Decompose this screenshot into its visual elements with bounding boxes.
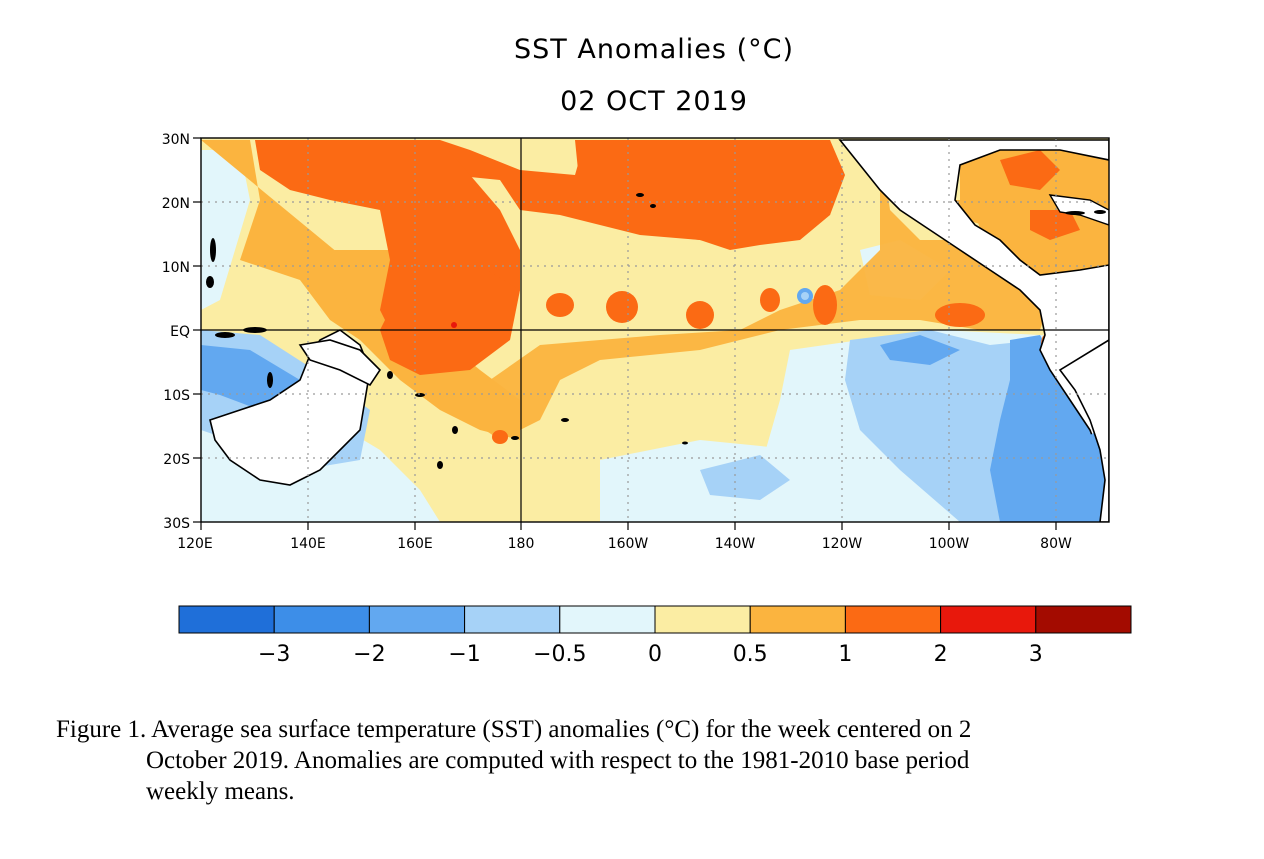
lat-tick-label: 10N <box>162 260 190 276</box>
figure-caption: Figure 1. Average sea surface temperatur… <box>56 714 1236 807</box>
colorbar: −3 −2 −1 −0.5 0 0.5 1 2 3 <box>178 605 1132 667</box>
colorbar-label: 3 <box>1029 642 1043 667</box>
colorbar-label: −1 <box>448 642 480 667</box>
colorbar-label: −2 <box>353 642 385 667</box>
caption-line: October 2019. Anomalies are computed wit… <box>146 747 970 774</box>
lon-tick-label: 100W <box>929 536 970 552</box>
colorbar-swatch <box>559 605 656 634</box>
lat-tick-label: 10S <box>163 388 190 404</box>
lon-tick-label: 120W <box>822 536 863 552</box>
colorbar-swatch <box>940 605 1037 634</box>
lon-tick-label: 160E <box>397 536 433 552</box>
lon-tick-label: 80W <box>1040 536 1072 552</box>
lat-tick-label: 30N <box>162 132 190 148</box>
caption-line: weekly means. <box>146 778 295 805</box>
lon-tick-label: 140E <box>290 536 326 552</box>
colorbar-swatch <box>749 605 846 634</box>
colorbar-label: 0 <box>648 642 662 667</box>
colorbar-swatch <box>178 605 275 634</box>
colorbar-label: 1 <box>838 642 852 667</box>
caption-line: Figure 1. Average sea surface temperatur… <box>56 716 972 743</box>
sst-anomaly-map: 30N 20N 10N EQ 10S 20S 30S 120E 140E 160… <box>162 132 1132 667</box>
lon-tick-label: 140W <box>715 536 756 552</box>
colorbar-swatch <box>1035 605 1132 634</box>
lon-tick-label: 120E <box>177 536 213 552</box>
map-grid <box>201 138 1109 522</box>
lat-tick-label: 30S <box>163 516 190 532</box>
colorbar-label: −3 <box>258 642 290 667</box>
lon-tick-label: 180 <box>508 536 535 552</box>
lat-tick-label: 20N <box>162 196 190 212</box>
lat-tick-label: 20S <box>163 452 190 468</box>
colorbar-swatch <box>654 605 751 634</box>
colorbar-swatch <box>844 605 942 634</box>
colorbar-swatch <box>273 605 370 634</box>
colorbar-label: 2 <box>934 642 948 667</box>
colorbar-label: −0.5 <box>533 642 586 667</box>
lon-tick-label: 160W <box>608 536 649 552</box>
map-title: SST Anomalies (°C) <box>514 34 794 65</box>
lat-tick-label: EQ <box>170 324 190 340</box>
sst-field <box>201 138 1109 522</box>
colorbar-label: 0.5 <box>733 642 768 667</box>
colorbar-swatch <box>368 605 466 634</box>
map-date: 02 OCT 2019 <box>560 86 748 117</box>
colorbar-swatch <box>464 605 561 634</box>
